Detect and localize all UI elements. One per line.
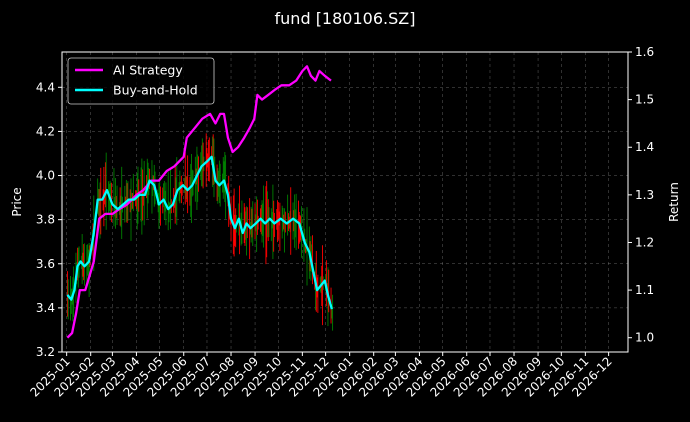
y-tick-label: 4.0 — [36, 169, 55, 183]
legend-label-ai-strategy: AI Strategy — [113, 63, 183, 78]
legend: AI Strategy Buy-and-Hold — [67, 57, 215, 105]
series-line-buy-and-hold — [66, 155, 333, 310]
y2-axis-label: Return — [667, 182, 681, 222]
legend-label-buy-and-hold: Buy-and-Hold — [113, 83, 198, 98]
legend-box — [67, 57, 215, 105]
y-tick-label: 4.4 — [36, 80, 55, 94]
plot-frame — [61, 51, 629, 353]
y2-tick-label: 1.4 — [635, 140, 654, 154]
y-tick-label: 3.2 — [36, 345, 55, 359]
y-axis-label: Price — [10, 187, 24, 216]
y-tick-label: 4.2 — [36, 124, 55, 138]
y-tick-label: 3.4 — [36, 301, 55, 315]
y2-tick-label: 1.1 — [635, 283, 654, 297]
y2-tick-label: 1.0 — [635, 331, 654, 345]
y2-tick-label: 1.6 — [635, 45, 654, 59]
y-tick-label: 3.6 — [36, 257, 55, 271]
y-tick-label: 3.8 — [36, 213, 55, 227]
y2-tick-label: 1.5 — [635, 93, 654, 107]
series-line-ai-strategy — [66, 65, 332, 339]
y2-tick-label: 1.2 — [635, 235, 654, 249]
y2-tick-label: 1.3 — [635, 188, 654, 202]
chart-title: fund [180106.SZ] — [275, 9, 416, 28]
